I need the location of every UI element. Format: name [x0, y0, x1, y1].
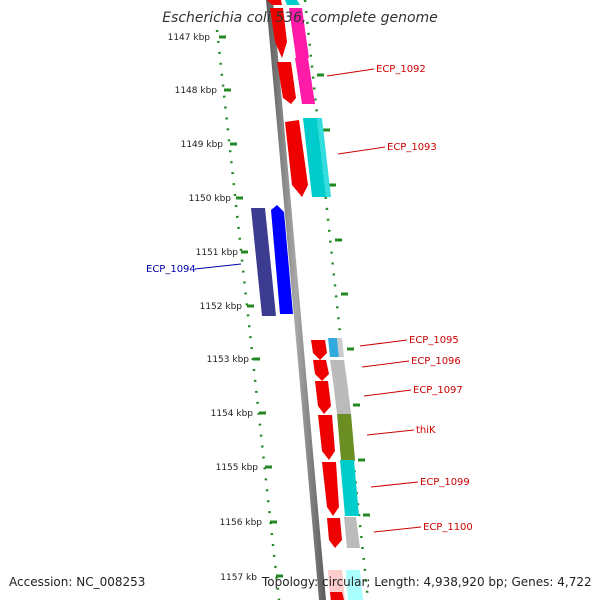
genome-backbone [266, 0, 326, 600]
scale-label: 1153 kbp [207, 355, 250, 365]
label-leaders [194, 68, 422, 533]
cds-feature[interactable] [315, 381, 331, 414]
cds-feature[interactable] [322, 462, 339, 516]
cds-feature[interactable] [330, 592, 344, 600]
cds-feature[interactable] [311, 340, 327, 360]
cds-feature[interactable] [295, 58, 315, 104]
topology-text: Topology: circular; Length: 4,938,920 bp… [262, 575, 592, 589]
cds-feature[interactable] [251, 208, 276, 316]
cds-feature[interactable] [289, 8, 309, 58]
scale-label: 1155 kbp [216, 463, 259, 473]
cds-feature[interactable] [303, 118, 326, 197]
gene-label-ecp-1094[interactable]: ECP_1094 [146, 264, 196, 275]
gene-label-ecp-1093[interactable]: ECP_1093 [387, 142, 437, 153]
gene-label-ecp-1100[interactable]: ECP_1100 [423, 522, 473, 533]
scale-label: 1148 kbp [175, 86, 218, 96]
scale-ticks [219, 35, 370, 578]
cds-feature[interactable] [277, 62, 296, 104]
cds-feature[interactable] [328, 338, 339, 357]
cds-feature[interactable] [330, 360, 347, 381]
cds-feature[interactable] [333, 381, 351, 414]
scale-guide-right [303, 0, 370, 600]
scale-label: 1147 kbp [168, 33, 211, 43]
gene-label-ecp-1099[interactable]: ECP_1099 [420, 477, 470, 488]
scale-label: 1156 kbp [220, 518, 263, 528]
cds-feature[interactable] [317, 118, 331, 197]
cds-feature[interactable] [318, 415, 335, 460]
cds-feature[interactable] [285, 0, 300, 5]
cds-feature[interactable] [285, 120, 308, 197]
cds-feature[interactable] [271, 205, 293, 314]
map-title: Escherichia coli 536, complete genome [162, 10, 438, 26]
scale-label: 1157 kb [220, 573, 257, 583]
scale-labels: 1147 kbp 1148 kbp 1149 kbp 1150 kbp 1151… [168, 33, 263, 583]
gene-label-thik[interactable]: thiK [416, 425, 436, 436]
cds-feature[interactable] [340, 460, 359, 516]
gene-label-ecp-1095[interactable]: ECP_1095 [409, 335, 459, 346]
gene-label-ecp-1092[interactable]: ECP_1092 [376, 64, 426, 75]
cds-feature[interactable] [270, 8, 287, 58]
cds-feature[interactable] [337, 338, 344, 357]
cds-feature[interactable] [327, 518, 342, 548]
cds-feature[interactable] [344, 517, 360, 548]
cds-feature[interactable] [267, 0, 282, 5]
cds-feature[interactable] [313, 360, 329, 381]
scale-label: 1151 kbp [196, 248, 239, 258]
gene-label-ecp-1096[interactable]: ECP_1096 [411, 356, 461, 367]
scale-label: 1150 kbp [189, 194, 232, 204]
scale-label: 1149 kbp [181, 140, 224, 150]
scale-guide-left [215, 29, 281, 600]
gene-label-ecp-1097[interactable]: ECP_1097 [413, 385, 463, 396]
accession-text: Accession: NC_008253 [9, 575, 146, 589]
scale-label: 1154 kbp [211, 409, 254, 419]
cds-feature[interactable] [337, 414, 355, 460]
scale-label: 1152 kbp [200, 302, 243, 312]
cds-feature[interactable] [346, 570, 363, 600]
